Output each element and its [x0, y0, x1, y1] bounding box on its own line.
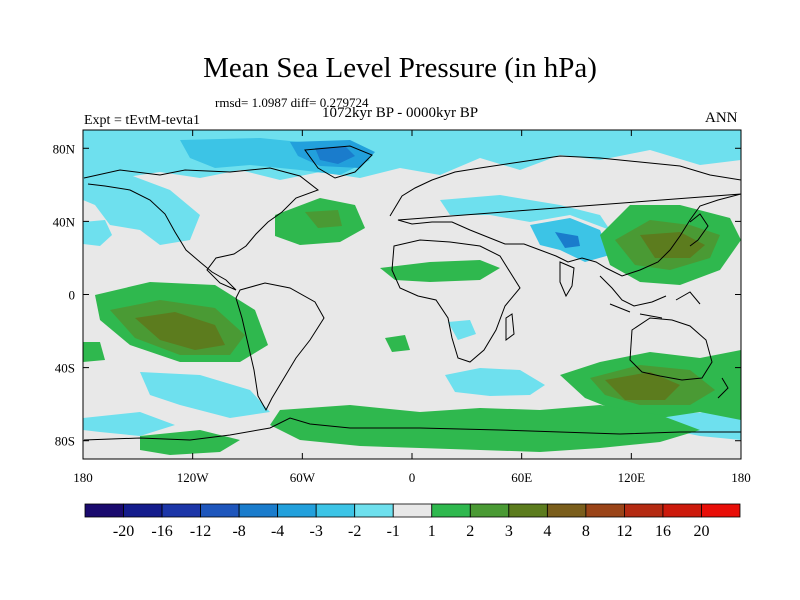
y-tick-label: 40S [55, 361, 75, 376]
x-tick-label: 120E [618, 470, 646, 485]
positive-field-south-pacific-core [135, 312, 225, 350]
coastline-india [559, 261, 575, 298]
coastlines [83, 145, 741, 441]
colorbar-box [123, 503, 163, 518]
x-tick-label: 60E [511, 470, 532, 485]
coastline-south-america [235, 282, 325, 412]
colorbar-box [701, 503, 741, 518]
positive-field-north-africa [380, 260, 500, 282]
colorbar-label: 20 [693, 523, 709, 540]
coastline-africa [391, 239, 521, 363]
coastline-japan [689, 213, 709, 247]
y-tick-label: 80S [55, 434, 75, 449]
colorbar-label: -12 [190, 523, 211, 540]
colorbar-box [200, 503, 240, 518]
colorbar-label: -2 [348, 523, 361, 540]
x-tick-label: 180 [731, 470, 751, 485]
x-tick-label: 60W [290, 470, 316, 485]
colorbar-box [662, 503, 702, 518]
colorbar-label: 2 [466, 523, 474, 540]
colorbar-label: -4 [271, 523, 284, 540]
y-tick-label: 40N [53, 214, 76, 229]
coastline-greenland [304, 145, 373, 179]
colorbar-box [585, 503, 625, 518]
coastline-australia [629, 317, 713, 381]
negative-field-africa-south [448, 320, 476, 340]
positive-field-south-west [83, 342, 105, 362]
colorbar-box [469, 503, 510, 518]
y-tick-label: 0 [69, 288, 76, 303]
colorbar-label: -1 [387, 523, 400, 540]
colorbar-label: -16 [151, 523, 172, 540]
colorbar-label: 16 [655, 523, 671, 540]
positive-field-southern-ocean [270, 405, 700, 452]
colorbar-label: 1 [428, 523, 436, 540]
colorbar-box [277, 503, 317, 518]
negative-field-eurasia [440, 195, 610, 230]
positive-field-antarctic-pacific [140, 430, 240, 455]
x-tick-label: 0 [409, 470, 416, 485]
negative-field-pacific-spot [83, 220, 112, 246]
positive-field-indian-ocean-core [605, 372, 680, 400]
colorbar-label: 8 [582, 523, 590, 540]
anomaly-fields [83, 130, 741, 455]
coastline-eurasia [389, 155, 741, 277]
negative-field-north-america [83, 170, 200, 245]
stats-label: rmsd= 1.0987 diff= 0.279724 [215, 95, 369, 110]
coastline-antarctica [83, 417, 741, 441]
positive-field-north-atlantic-core [305, 210, 342, 228]
colorbar-box [315, 503, 356, 518]
positive-field-south-america [385, 335, 410, 352]
colorbar-label: -20 [113, 523, 134, 540]
negative-field-tibet [555, 232, 580, 248]
x-tick-label: 120W [177, 470, 210, 485]
negative-field-greenland [315, 146, 355, 164]
colorbar-box [546, 503, 587, 518]
colorbar: -20 -16 -12 -8 -4 -3 -2 -1 1 2 3 4 8 12 16 20 [84, 503, 741, 540]
colorbar-box [624, 503, 664, 518]
experiment-label: Expt = tEvtM-tevta1 [84, 113, 200, 128]
colorbar-box [354, 503, 394, 518]
colorbar-box [84, 503, 124, 518]
colorbar-label: 12 [616, 523, 632, 540]
season-label: ANN [705, 110, 738, 126]
period-label: 1072kyr BP - 0000kyr BP [322, 105, 479, 121]
coastline-north-america [83, 167, 320, 291]
chart-title: Mean Sea Level Pressure (in hPa) [203, 52, 597, 84]
colorbar-label: 4 [543, 523, 551, 540]
colorbar-label: 3 [505, 523, 513, 540]
coastline-southeast-asia [599, 275, 701, 319]
positive-field-east-asia-core [640, 232, 705, 258]
colorbar-box [161, 503, 201, 518]
colorbar-label: -8 [232, 523, 245, 540]
x-tick-label: 180 [73, 470, 93, 485]
colorbar-box [238, 503, 279, 518]
negative-field-antarctic-west [83, 412, 175, 436]
coastline-madagascar [505, 313, 515, 341]
colorbar-box [508, 503, 548, 518]
axes: 180 120W 60W 0 60E 120E 180 80N 40N 0 40S 80S [53, 130, 751, 485]
negative-field-south-pacific [140, 372, 270, 418]
negative-field-south-atlantic [445, 368, 545, 396]
y-tick-label: 80N [53, 141, 76, 156]
colorbar-box [431, 503, 471, 518]
colorbar-label: -3 [310, 523, 323, 540]
colorbar-box [392, 503, 433, 518]
coastline-new-zealand [717, 377, 729, 399]
